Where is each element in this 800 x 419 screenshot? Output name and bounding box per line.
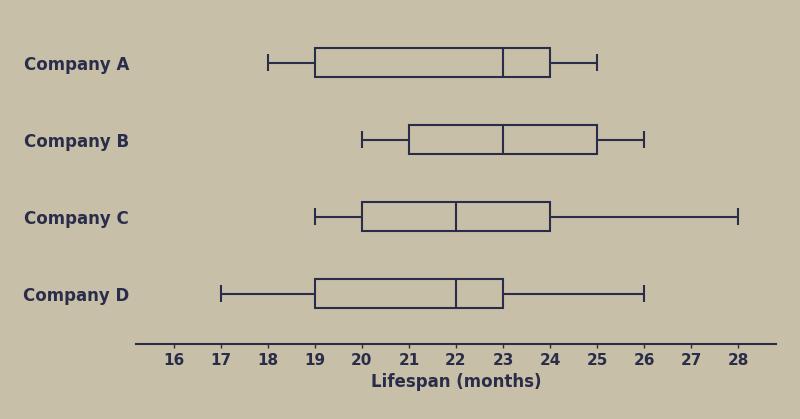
- Bar: [409, 125, 597, 154]
- Bar: [362, 202, 550, 231]
- Bar: [315, 48, 550, 77]
- Bar: [315, 279, 503, 308]
- X-axis label: Lifespan (months): Lifespan (months): [370, 373, 542, 391]
